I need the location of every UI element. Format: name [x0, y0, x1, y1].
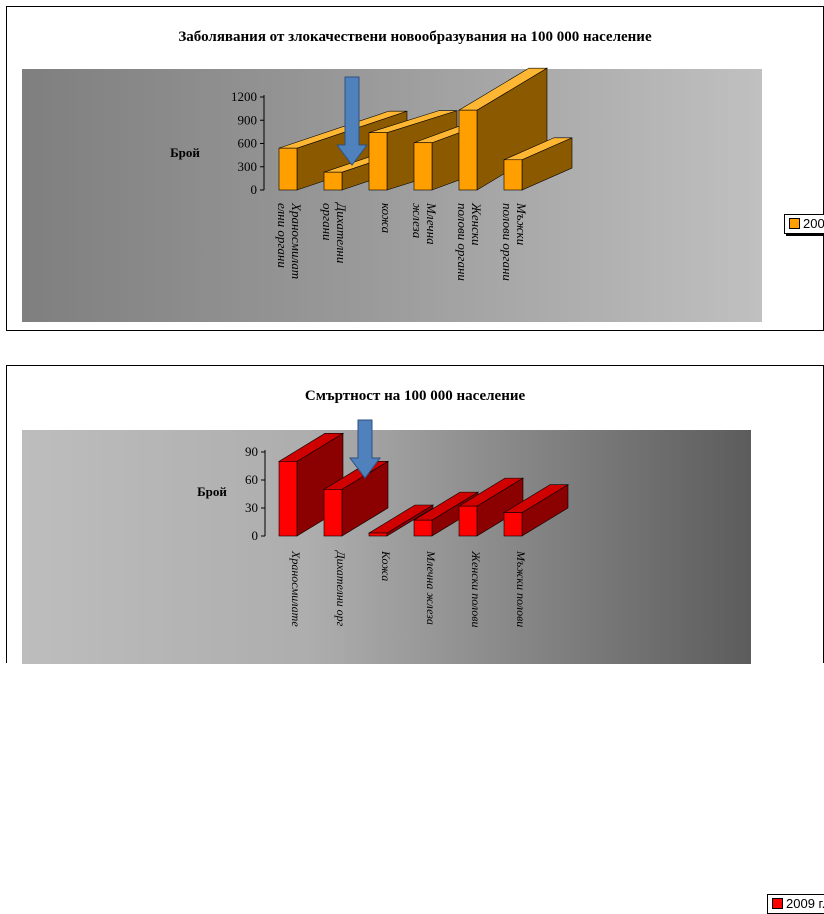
legend: 2009 г.: [767, 894, 824, 914]
bar: [503, 137, 573, 191]
x-tick-label: елни органи: [275, 203, 290, 268]
y-tick-label: 0: [252, 528, 259, 543]
x-tick-label: полови органи: [455, 203, 470, 281]
bar-front: [458, 505, 478, 537]
arrow-icon: [349, 419, 381, 479]
y-tick-label: 900: [238, 112, 258, 127]
chart-title: Заболявания от злокачествени новообразув…: [178, 29, 652, 45]
x-tick-label: Женски полови: [469, 550, 483, 628]
bar: [322, 460, 390, 537]
x-tick-label: кожа: [379, 203, 394, 234]
x-tick-label: Храносмилате: [289, 550, 303, 627]
legend-swatch: [789, 218, 800, 229]
y-axis-label: Брой: [197, 484, 227, 499]
legend: 2009: [784, 214, 824, 234]
y-tick-label: 30: [245, 500, 258, 515]
y-tick-label: 600: [238, 136, 258, 151]
bar-front: [458, 109, 478, 191]
legend-swatch: [772, 898, 783, 909]
x-tick-label: Дихателни: [334, 201, 349, 264]
x-tick-label: Млечна жлеза: [424, 550, 438, 625]
x-tick-label: Мъжки: [514, 202, 529, 246]
bar-front: [503, 512, 523, 537]
bar: [502, 484, 570, 537]
y-tick-label: 300: [238, 159, 258, 174]
chart-panel-incidence: Заболявания от злокачествени новообразув…: [6, 6, 824, 331]
bar: [457, 67, 549, 191]
arrow-icon: [336, 76, 368, 166]
chart-title: Смъртност на 100 000 население: [304, 388, 526, 404]
x-tick-label: Млечна: [424, 202, 439, 245]
chart-panel-mortality: Смъртност на 100 000 население 0 30 60 90 Бр…: [6, 365, 824, 914]
bar-front: [503, 159, 523, 191]
x-tick-label: Храносмилат: [289, 202, 304, 279]
x-tick-label: Мъжки полови: [514, 550, 528, 627]
x-tick-label: Женски: [469, 202, 484, 246]
y-tick-label: 60: [245, 472, 258, 487]
y-tick-label: 0: [251, 182, 258, 197]
bar-front: [278, 461, 298, 537]
x-tick-label: полови органи: [500, 203, 515, 281]
bar-front: [278, 147, 298, 191]
bar-front: [413, 519, 433, 537]
legend-label: 2009 г.: [786, 896, 824, 911]
chart-svg: 0 30 60 90 Брой Храносмилате Дихателни орг Кожа…: [197, 419, 570, 628]
x-tick-label: жлеза: [410, 203, 425, 239]
y-tick-label: 1200: [231, 89, 257, 104]
bar-front: [323, 489, 343, 537]
bar: [367, 504, 435, 537]
x-tick-label: органи: [320, 203, 335, 241]
bar: [457, 477, 525, 537]
bar-front: [413, 142, 433, 191]
y-tick-label: 90: [245, 444, 258, 459]
x-tick-label: Дихателни орг: [334, 550, 348, 627]
bar-front: [368, 532, 388, 537]
y-axis-label: Брой: [170, 145, 200, 160]
x-tick-label: Кожа: [379, 550, 393, 581]
legend-label: 2009: [803, 216, 824, 231]
bar-front: [368, 132, 388, 191]
bar-front: [323, 171, 343, 191]
